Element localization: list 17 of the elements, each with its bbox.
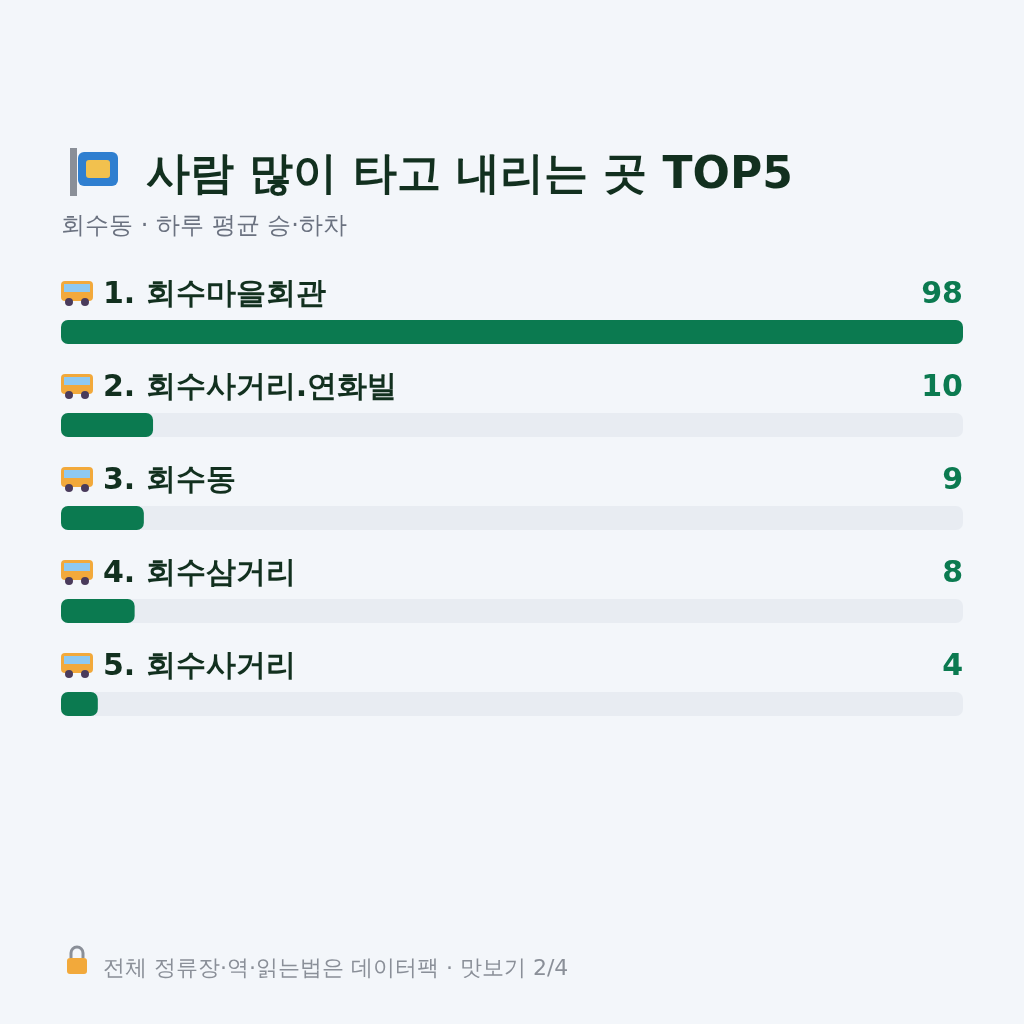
y-tick-label: 5. 회수사거리 [103,647,296,682]
chart-subtitle: 회수동 · 하루 평균 승·하차 [61,211,347,239]
y-tick-label: 3. 회수동 [103,461,236,496]
data-label: 8 [942,554,963,589]
data-label: 9 [942,461,963,496]
data-label: 10 [921,368,963,403]
y-tick-label: 2. 회수사거리.연화빌 [103,368,398,403]
bar [61,506,144,530]
chart-title: 사람 많이 타고 내리는 곳 TOP5 [146,147,793,198]
y-tick-label: 1. 회수마을회관 [103,275,326,310]
data-label: 98 [921,275,963,310]
text: 전체 정류장·역·읽는법은 데이터팩 · 맛보기 2/4 [103,955,569,980]
bar [61,692,98,716]
bar [61,413,154,437]
y-tick-label: 4. 회수삼거리 [103,554,296,589]
data-label: 4 [942,647,963,682]
bar [61,599,135,623]
